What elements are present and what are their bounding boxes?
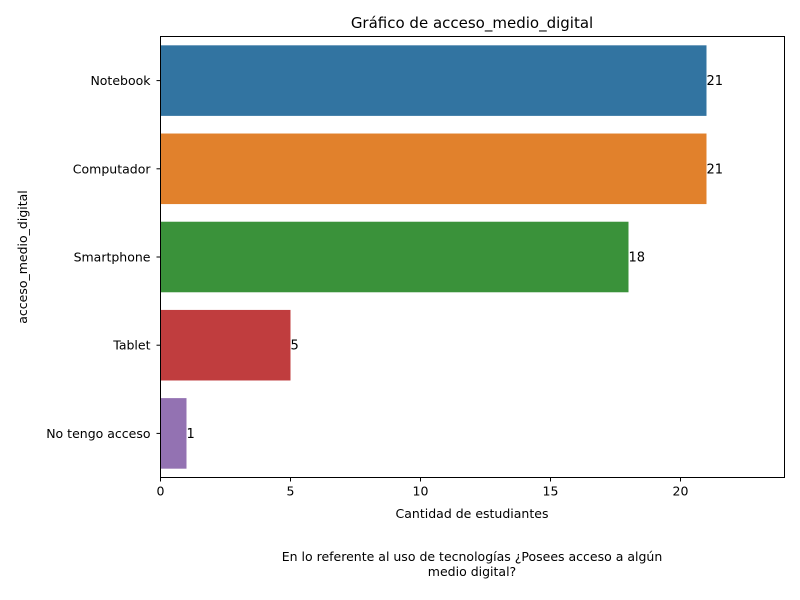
bars-group xyxy=(160,45,707,469)
plot-frame xyxy=(160,36,785,478)
y-tick-label-computador: Computador xyxy=(73,161,152,176)
bar-tablet xyxy=(160,309,291,381)
x-axis: 0 5 10 15 20 xyxy=(157,477,689,499)
bar-smartphone xyxy=(160,221,629,293)
data-label-no-tengo-acceso: 1 xyxy=(187,427,195,442)
x-tick-label: 10 xyxy=(413,484,429,499)
y-tick-label-tablet: Tablet xyxy=(112,338,150,353)
chart-title: Gráfico de acceso_medio_digital xyxy=(351,14,593,33)
y-tick-label-notebook: Notebook xyxy=(90,73,151,88)
x-axis-label: Cantidad de estudiantes xyxy=(396,506,549,521)
x-tick-label: 0 xyxy=(157,484,165,499)
figure-caption: En lo referente al uso de tecnologías ¿P… xyxy=(172,549,772,579)
caption-line-2: medio digital? xyxy=(427,564,517,579)
y-axis: Notebook Computador Smartphone Tablet No ten… xyxy=(46,73,161,441)
x-tick-label: 15 xyxy=(543,484,559,499)
bar-no-tengo-acceso xyxy=(160,398,187,469)
y-tick-label-no-tengo-acceso: No tengo acceso xyxy=(46,426,150,441)
y-axis-label: acceso_medio_digital xyxy=(15,190,30,324)
bar-computador xyxy=(160,133,707,205)
data-label-computador: 21 xyxy=(707,162,724,177)
bar-notebook xyxy=(160,45,707,116)
data-labels-group: 21 21 18 5 1 xyxy=(187,74,724,442)
x-tick-label: 20 xyxy=(673,484,689,499)
caption-line-1: En lo referente al uso de tecnologías ¿P… xyxy=(281,549,663,564)
x-tick-label: 5 xyxy=(287,484,295,499)
data-label-notebook: 21 xyxy=(707,74,724,89)
y-tick-label-smartphone: Smartphone xyxy=(74,250,151,265)
data-label-smartphone: 18 xyxy=(629,251,646,266)
data-label-tablet: 5 xyxy=(291,339,299,354)
